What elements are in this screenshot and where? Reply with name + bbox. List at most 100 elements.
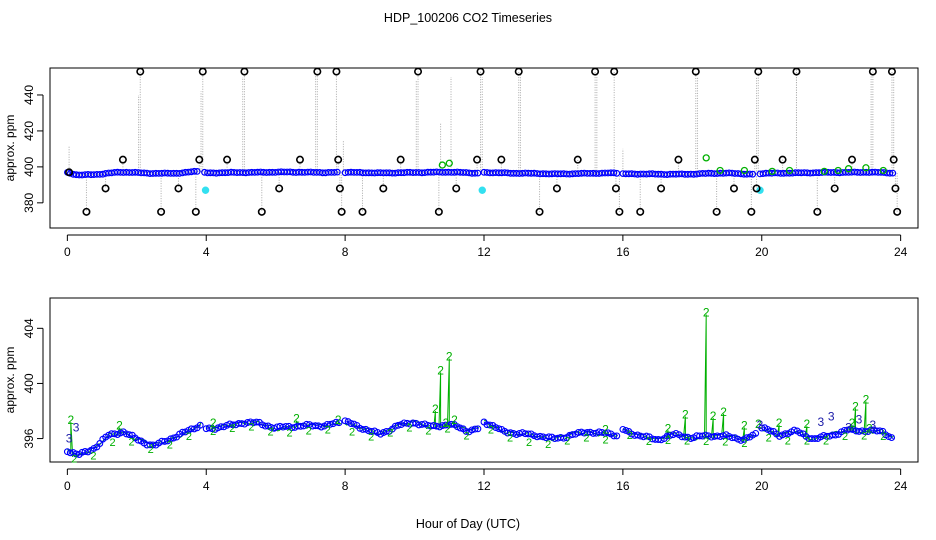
bottom-point-2: 2: [703, 436, 709, 448]
bottom-point-1: [622, 426, 630, 434]
top-point-flag: [747, 207, 756, 216]
bottom-point-1: [341, 417, 349, 425]
top-y-tick-label: 440: [22, 85, 36, 105]
top-x-tick-label: 4: [203, 245, 210, 259]
bottom-point-2: 2: [722, 437, 728, 449]
top-y-tick-label: 380: [22, 192, 36, 212]
top-point-flag: [514, 67, 523, 76]
bottom-point-1: [885, 433, 893, 441]
bottom-point-2: 2: [583, 432, 589, 444]
bottom-point-2: 2: [842, 431, 848, 443]
top-point-green: [768, 167, 776, 176]
bottom-point-2: 2: [267, 427, 273, 439]
bottom-point-2: 2: [229, 423, 235, 435]
top-point-flag: [473, 155, 482, 164]
bottom-point-2-peak: 2: [682, 408, 689, 422]
top-point-flag: [452, 184, 461, 193]
bottom-point-1: [861, 428, 869, 436]
bottom-y-tick-label: 404: [22, 318, 36, 338]
bottom-point-1: [394, 421, 402, 429]
top-point-blue: [749, 170, 757, 178]
bottom-point-2: 2: [325, 424, 331, 436]
bottom-point-2: 2: [71, 454, 77, 466]
bottom-point-2: 2: [665, 435, 671, 447]
bottom-point-2: 2: [368, 432, 374, 444]
bottom-point-2: 2: [785, 435, 791, 447]
top-point-blue: [331, 168, 338, 176]
bottom-y-tick-label: 400: [22, 373, 36, 393]
bottom-point-1: [347, 420, 355, 427]
top-point-flag: [497, 155, 506, 164]
bottom-point-2: 2: [545, 439, 551, 451]
top-y-axis: 380 400 420 440: [22, 85, 44, 213]
top-point-blue: [471, 169, 479, 177]
top-point-flag: [813, 207, 822, 216]
top-point-flag: [379, 184, 388, 193]
top-x-tick-label: 8: [342, 245, 349, 259]
top-y-axis-label: approx. ppm: [3, 115, 17, 182]
bottom-point-1: [524, 430, 532, 438]
top-panel: approx. ppm 0 4 8 12 16 20 24 380 400 420 440: [3, 67, 919, 259]
bottom-point-2: 2: [406, 422, 412, 434]
top-trace-line: [483, 171, 618, 175]
top-point-green: [862, 164, 870, 172]
top-point-cyan: [478, 186, 486, 194]
top-point-flag: [101, 184, 110, 193]
bottom-point-2-peak: 2: [703, 306, 710, 320]
top-point-flag: [476, 67, 485, 76]
bottom-point-2: 2: [186, 431, 192, 443]
bottom-point-1: [876, 427, 884, 435]
bottom-point-2: 2: [823, 435, 829, 447]
bottom-point-1: [545, 433, 553, 441]
bottom-point-2-peak: 2: [863, 392, 870, 406]
bottom-x-tick-label: 24: [894, 479, 908, 493]
bottom-point-2-peak: 2: [293, 412, 300, 426]
top-point-green: [716, 166, 724, 175]
bottom-point-1: [634, 431, 642, 439]
top-point-flag: [414, 67, 423, 76]
top-point-flag: [893, 207, 902, 216]
bottom-y-axis: 396 400 404: [22, 318, 44, 449]
top-point-green: [740, 166, 749, 175]
bottom-point-2: 2: [564, 435, 570, 447]
bottom-point-2: 2: [109, 437, 115, 449]
bottom-point-1: [811, 435, 819, 443]
top-point-blue: [333, 168, 341, 176]
bottom-point-2: 2: [488, 424, 494, 436]
bottom-point-2: 2: [741, 438, 747, 450]
top-point-flag: [830, 184, 839, 193]
bottom-point-2: 2: [425, 425, 431, 437]
bottom-point-1: [196, 421, 204, 429]
top-point-flag: [396, 155, 405, 164]
bottom-point-2-peak: 2: [67, 413, 74, 427]
bottom-point-2: 2: [880, 431, 886, 443]
bottom-point-2-peak: 2: [116, 419, 123, 433]
top-x-axis: 0 4 8 12 16 20 24: [64, 234, 908, 259]
top-point-flag: [240, 67, 249, 76]
top-point-flag: [334, 155, 343, 164]
top-point-flag: [332, 67, 341, 76]
bottom-point-1: [297, 422, 305, 430]
bottom-panel: approx. ppm 2 2 2 2 2 2 2 2 2 2 2 2 2 2 2 2 2 2 2 2 2 2 2 2 2 2 2 2…: [3, 297, 919, 493]
bottom-point-2-peak: 2: [755, 417, 762, 431]
bottom-point-2: 2: [129, 436, 135, 448]
bottom-point-2: 2: [387, 428, 393, 440]
bottom-point-1: [666, 431, 674, 439]
bottom-x-tick-label: 12: [477, 479, 491, 493]
top-point-flag: [610, 67, 619, 76]
top-point-flag: [674, 155, 683, 164]
bottom-point-2: 2: [627, 430, 633, 442]
bottom-point-1: [702, 431, 709, 439]
bottom-point-2: 2: [464, 430, 470, 442]
top-point-blue: [746, 170, 754, 178]
top-point-flag: [891, 184, 900, 193]
bottom-point-1: [125, 431, 133, 439]
bottom-y-axis-label: approx. ppm: [3, 347, 17, 414]
top-point-flag: [754, 67, 763, 76]
bottom-x-tick-label: 8: [342, 479, 349, 493]
bottom-point-1: [447, 420, 455, 428]
bottom-point-1: [781, 430, 789, 438]
top-point-green: [844, 165, 853, 173]
top-point-flag: [191, 207, 200, 216]
top-point-flag: [615, 207, 624, 216]
